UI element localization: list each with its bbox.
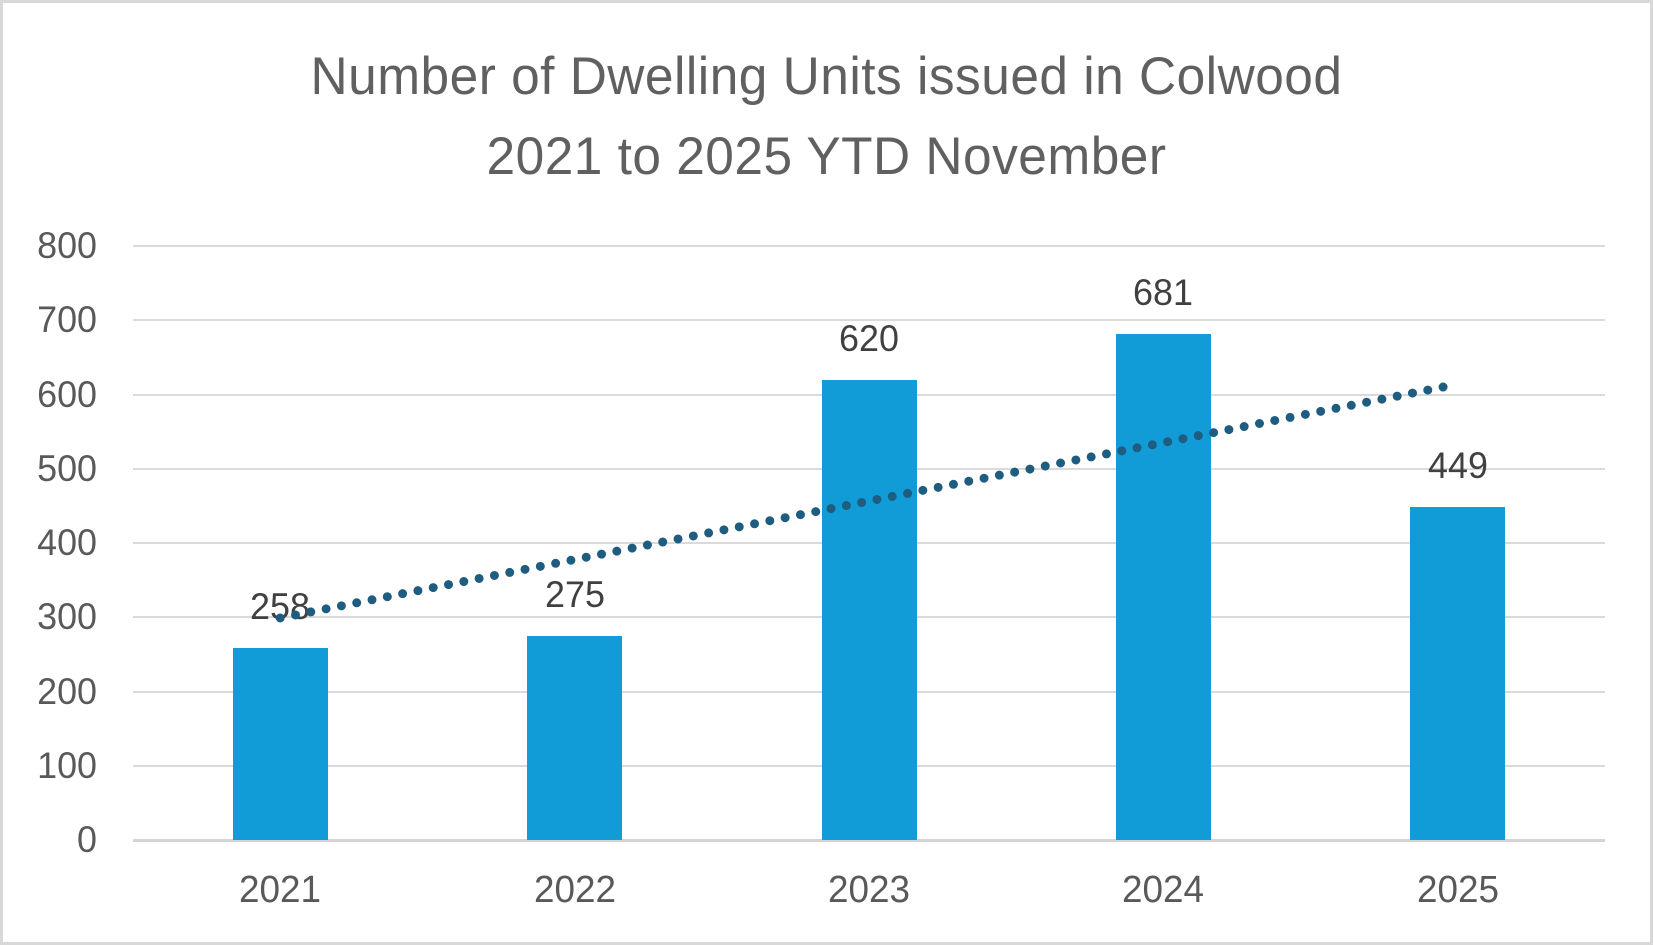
bar-2021: [232, 648, 328, 840]
y-axis-tick-100: 100: [37, 744, 97, 786]
bar-2022: [527, 635, 623, 840]
x-axis-tick-2021: 2021: [239, 869, 322, 911]
y-axis-tick-300: 300: [37, 596, 97, 638]
gridline-800: [133, 245, 1605, 247]
chart-title-line-1: Number of Dwelling Units issued in Colwo…: [310, 47, 1343, 106]
y-axis-tick-800: 800: [37, 225, 97, 266]
data-label-2023: 620: [839, 317, 899, 359]
x-axis-tick-2024: 2024: [1122, 869, 1205, 911]
x-axis-line: [133, 839, 1605, 842]
bar-2023: [821, 379, 917, 840]
y-axis-tick-600: 600: [37, 373, 97, 415]
chart-title: Number of Dwelling Units issued in Colwo…: [28, 37, 1626, 197]
x-axis-tick-2022: 2022: [533, 869, 616, 911]
chart-title-line-2: 2021 to 2025 YTD November: [486, 127, 1167, 186]
data-label-2025: 449: [1427, 444, 1488, 486]
bar-2024: [1115, 334, 1211, 840]
y-axis-tick-700: 700: [37, 299, 97, 341]
y-axis-tick-500: 500: [37, 447, 97, 489]
y-axis-tick-200: 200: [37, 670, 97, 712]
y-axis-tick-400: 400: [37, 522, 97, 563]
bar-2025: [1410, 506, 1506, 840]
y-axis-tick-0: 0: [77, 819, 97, 860]
gridline-700: [133, 319, 1605, 322]
data-label-2021: 258: [250, 586, 311, 628]
data-label-2024: 681: [1133, 272, 1194, 314]
x-axis-tick-2025: 2025: [1416, 869, 1499, 911]
x-axis-tick-2023: 2023: [827, 869, 910, 911]
data-label-2022: 275: [544, 573, 605, 615]
